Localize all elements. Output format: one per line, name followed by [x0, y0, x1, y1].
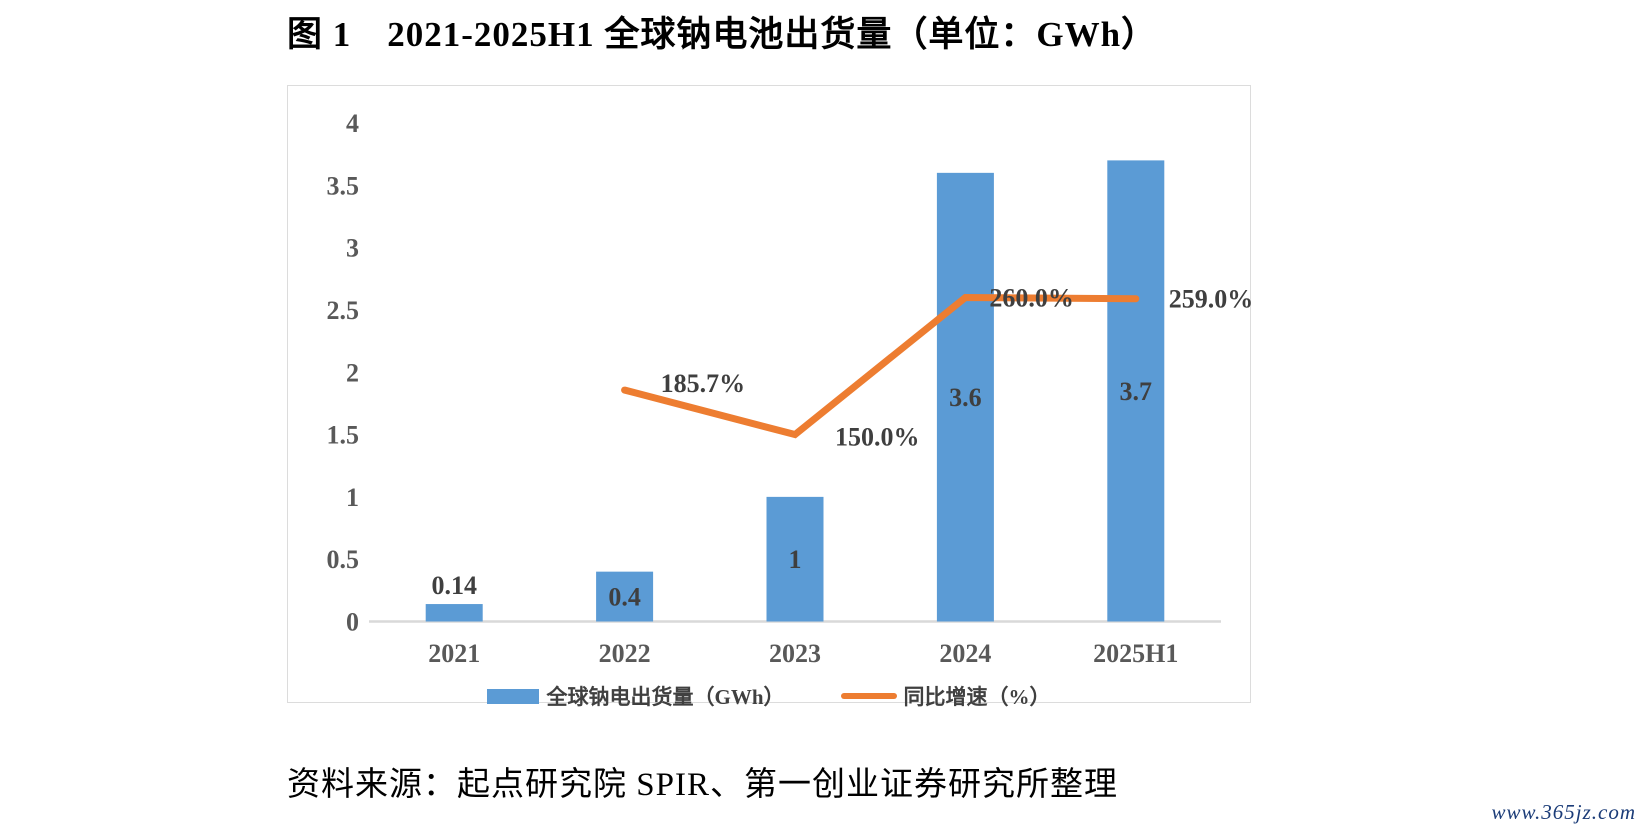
- y-tick-2: 2: [346, 358, 359, 387]
- legend-label-growth: 同比增速（%）: [903, 685, 1051, 709]
- legend: 全球钠电出货量（GWh） 同比增速（%）: [288, 680, 1250, 712]
- x-label-2021: 2021: [428, 639, 480, 668]
- bar-2021: [425, 604, 483, 622]
- bar-2025H1: [1107, 160, 1165, 622]
- growth-label-2025H1: 259.0%: [1169, 285, 1252, 314]
- y-tick-3: 3: [346, 234, 359, 263]
- x-label-2022: 2022: [599, 639, 651, 668]
- bar-2023: [766, 496, 824, 622]
- source-note: 资料来源：起点研究院 SPIR、第一创业证券研究所整理: [287, 767, 1118, 803]
- growth-label-2024: 260.0%: [989, 283, 1074, 312]
- x-label-2023: 2023: [769, 639, 821, 668]
- chart-plot-area: 0 0.5 1 1.5 2 2.5 3 3.5 4 0.14 0.4 1 3.6 3.7 185.7% 150…: [327, 109, 1253, 668]
- y-tick-0.5: 0.5: [327, 545, 360, 574]
- y-tick-1.5: 1.5: [327, 421, 360, 450]
- y-tick-0: 0: [346, 608, 359, 637]
- y-tick-4: 4: [346, 109, 359, 138]
- bar-label-2022: 0.4: [608, 583, 641, 612]
- bar-label-2025H1: 3.7: [1120, 377, 1153, 406]
- bar-2024: [936, 172, 994, 622]
- legend-label-shipments: 全球钠电出货量（GWh）: [546, 685, 785, 709]
- line-series-swatch-icon: [840, 693, 897, 699]
- growth-label-2022: 185.7%: [661, 369, 746, 398]
- legend-item-growth: 同比增速（%）: [840, 681, 1051, 711]
- bar-label-2024: 3.6: [949, 383, 982, 412]
- growth-label-2023: 150.0%: [835, 423, 920, 452]
- growth-line: [621, 293, 1140, 439]
- bar-2022: [596, 571, 654, 622]
- bar-series-swatch-icon: [487, 688, 540, 704]
- legend-item-shipments: 全球钠电出货量（GWh）: [487, 681, 785, 711]
- bar-label-2021: 0.14: [431, 571, 477, 600]
- watermark-link[interactable]: www.365jz.com: [1491, 800, 1636, 824]
- x-label-2025H1: 2025H1: [1093, 639, 1178, 668]
- chart-panel: 0 0.5 1 1.5 2 2.5 3 3.5 4 0.14 0.4 1 3.6 3.7 185.7% 150…: [287, 85, 1253, 709]
- y-tick-3.5: 3.5: [327, 171, 360, 200]
- y-tick-1: 1: [346, 483, 359, 512]
- bar-label-2023: 1: [789, 545, 802, 574]
- chart-title: 图 1 2021-2025H1 全球钠电池出货量（单位：GWh）: [287, 15, 1158, 54]
- x-label-2024: 2024: [939, 639, 991, 668]
- y-tick-2.5: 2.5: [327, 296, 360, 325]
